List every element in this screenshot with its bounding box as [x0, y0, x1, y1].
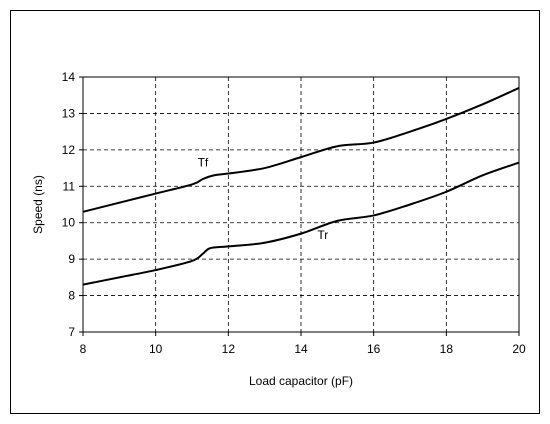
x-tick-label: 20 — [512, 342, 526, 356]
x-tick-label: 14 — [294, 342, 308, 356]
x-tick-label: 16 — [367, 342, 381, 356]
grid-lines — [83, 77, 519, 332]
series-line-tr — [82, 161, 520, 286]
series-annotation-tr: Tr — [317, 228, 328, 242]
x-tick-label: 8 — [80, 342, 87, 356]
x-tick-label: 10 — [149, 342, 163, 356]
series-lines — [82, 87, 520, 286]
series-annotation-tf: Tf — [198, 155, 209, 169]
y-tick-label: 7 — [68, 325, 75, 339]
x-tick-label: 12 — [222, 342, 236, 356]
y-tick-label: 14 — [62, 70, 76, 84]
y-tick-label: 13 — [62, 106, 76, 120]
y-tick-label: 8 — [68, 289, 75, 303]
series-line-tf — [82, 87, 520, 213]
y-axis-label: Speed (ns) — [31, 175, 45, 234]
x-tick-label: 18 — [440, 342, 454, 356]
y-tick-label: 10 — [62, 216, 76, 230]
y-tick-label: 12 — [62, 143, 76, 157]
labels: Tf Tr — [198, 155, 329, 242]
x-axis-label: Load capacitor (pF) — [249, 374, 353, 388]
y-tick-label: 9 — [68, 252, 75, 266]
y-tick-label: 11 — [63, 179, 76, 193]
